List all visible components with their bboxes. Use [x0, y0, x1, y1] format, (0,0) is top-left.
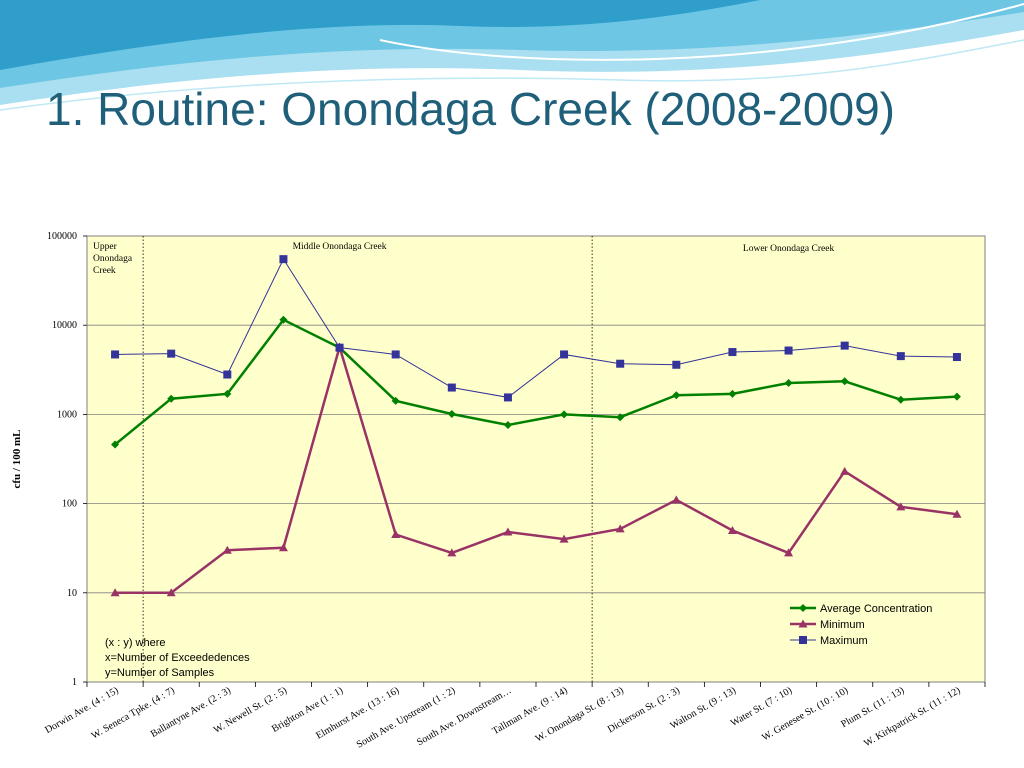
- x-category-label: W. Kirkpatrick St. (11 : 12): [862, 685, 962, 749]
- data-point-minimum: [110, 588, 120, 597]
- data-point-maximum: [167, 349, 176, 358]
- data-point-average-concentration: [111, 440, 120, 449]
- data-point-minimum: [222, 545, 232, 554]
- plot-area: [86, 235, 986, 683]
- y-tick-label: 10000: [52, 320, 77, 331]
- slide-title: 1. Routine: Onondaga Creek (2008-2009): [46, 83, 896, 135]
- series-line-maximum: [115, 258, 957, 398]
- data-point-average-concentration: [391, 396, 400, 405]
- header-wave-decoration: [0, 0, 1024, 111]
- legend-label: Maximum: [820, 635, 868, 647]
- data-point-minimum: [896, 502, 906, 511]
- data-point-maximum: [896, 352, 905, 361]
- data-point-average-concentration: [167, 394, 176, 403]
- data-point-average-concentration: [447, 410, 456, 419]
- annotation-note: x=Number of Exceededences: [105, 652, 250, 664]
- data-point-average-concentration: [279, 315, 288, 324]
- wave-dark: [0, 0, 760, 70]
- data-point-minimum: [784, 548, 794, 557]
- legend-marker: [798, 619, 808, 628]
- data-point-maximum: [223, 370, 232, 379]
- data-point-average-concentration: [784, 378, 793, 387]
- wave-line: [379, 3, 1024, 61]
- data-point-maximum: [447, 383, 456, 392]
- annotation-note: (x : y) where: [105, 637, 166, 649]
- legend-label: Minimum: [820, 619, 865, 631]
- data-point-average-concentration: [223, 389, 232, 398]
- data-point-average-concentration: [896, 395, 905, 404]
- data-point-maximum: [672, 360, 681, 369]
- data-point-minimum: [278, 543, 288, 552]
- x-category-label: South Ave. Downstream…: [415, 685, 513, 748]
- data-point-maximum: [840, 341, 849, 350]
- legend-label: Average Concentration: [820, 603, 932, 615]
- data-point-maximum: [111, 350, 120, 359]
- data-point-minimum: [727, 525, 737, 534]
- data-point-minimum: [559, 534, 569, 543]
- data-point-minimum: [615, 524, 625, 533]
- data-point-minimum: [503, 527, 513, 536]
- data-point-maximum: [616, 359, 625, 368]
- data-point-minimum: [840, 466, 850, 475]
- data-point-maximum: [952, 353, 961, 362]
- data-point-average-concentration: [728, 389, 737, 398]
- series-line-minimum: [115, 342, 958, 595]
- data-point-average-concentration: [840, 377, 849, 386]
- data-point-maximum: [279, 255, 288, 264]
- data-point-average-concentration: [503, 421, 512, 430]
- legend-marker: [799, 636, 807, 644]
- y-axis-label: cfu / 100 mL: [11, 430, 23, 489]
- data-point-average-concentration: [672, 391, 681, 400]
- data-point-minimum: [671, 495, 681, 504]
- wave-line: [0, 39, 1024, 111]
- data-point-minimum: [166, 588, 176, 597]
- y-tick-label: 10: [67, 588, 77, 599]
- region-label-lower: Lower Onondaga Creek: [743, 244, 835, 254]
- data-point-minimum: [391, 530, 401, 539]
- data-point-maximum: [728, 348, 737, 357]
- y-tick-label: 100: [62, 499, 77, 510]
- data-point-average-concentration: [952, 392, 961, 401]
- data-point-maximum: [560, 350, 569, 359]
- region-label-upper: Upper: [93, 242, 118, 252]
- y-tick-label: 1: [72, 677, 77, 688]
- data-point-maximum: [391, 350, 400, 359]
- region-label-upper: Creek: [93, 266, 116, 276]
- y-tick-label: 100000: [47, 231, 77, 242]
- data-point-average-concentration: [616, 413, 625, 422]
- y-tick-label: 1000: [57, 409, 77, 420]
- data-point-average-concentration: [560, 410, 569, 419]
- region-label-middle: Middle Onondaga Creek: [293, 242, 387, 252]
- data-point-minimum: [952, 509, 962, 518]
- series-line-average-concentration: [114, 318, 958, 446]
- annotation-note: y=Number of Samples: [105, 667, 215, 679]
- x-category-label: South Ave. Upstream (1 : 2): [355, 685, 458, 751]
- data-point-maximum: [335, 343, 344, 352]
- data-point-maximum: [784, 346, 793, 355]
- data-point-minimum: [447, 548, 457, 557]
- region-label-upper: Onondaga: [93, 254, 133, 264]
- data-point-maximum: [503, 393, 512, 402]
- legend-marker: [799, 604, 807, 612]
